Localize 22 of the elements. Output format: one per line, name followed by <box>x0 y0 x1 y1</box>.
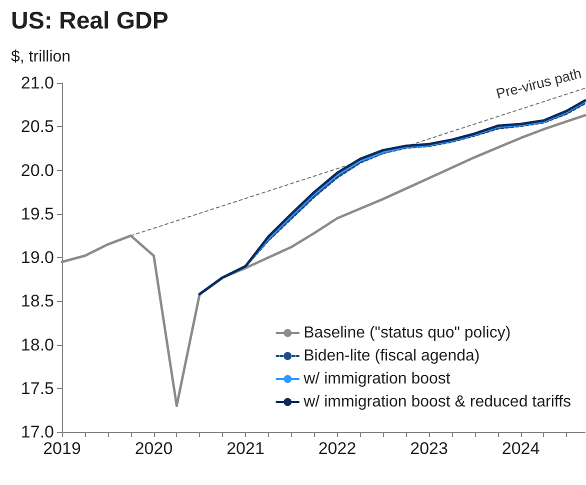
x-tick-label: 2021 <box>226 439 264 458</box>
x-tick-label: 2020 <box>134 439 173 458</box>
legend-label: w/ immigration boost & reduced tariffs <box>302 394 571 410</box>
y-axis-title: $, trillion <box>11 48 71 66</box>
y-tick-label: 19.5 <box>20 204 54 224</box>
x-tick-label: 2024 <box>502 439 540 458</box>
legend-label: w/ immigration boost <box>302 370 451 388</box>
x-tick-label: 2019 <box>43 439 81 458</box>
y-tick-label: 18.0 <box>20 335 54 354</box>
legend-label: Biden-lite (fiscal agenda) <box>304 348 480 364</box>
y-tick-label: 19.0 <box>20 248 54 267</box>
y-tick-label: 17.5 <box>20 378 54 398</box>
y-tick-label: 18.5 <box>20 292 54 311</box>
text: Pre-virus path <box>494 64 583 102</box>
chart-title: US: Real GDP <box>11 8 168 34</box>
y-tick-label: 21.0 <box>20 74 54 92</box>
y-tick-label: 17.0 <box>20 422 54 442</box>
legend-label: Baseline ("status quo" policy) <box>304 324 511 342</box>
y-tick-label: 20.0 <box>20 160 54 180</box>
y-tick-label: 20.5 <box>20 117 54 136</box>
x-tick-label: 2022 <box>318 439 356 458</box>
x-tick-label: 2023 <box>410 439 448 458</box>
